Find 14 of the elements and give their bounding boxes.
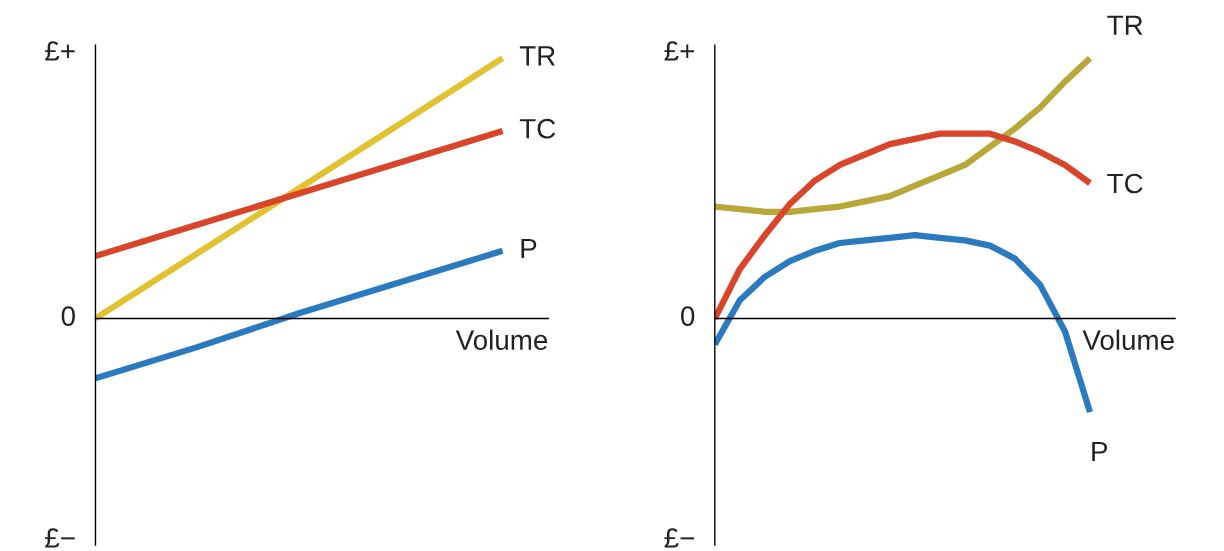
text: 0 [61,306,75,326]
series-label: TC [519,118,556,139]
series-label: P [1092,441,1108,462]
series-label: TR [1107,15,1143,35]
text: 0 [681,306,695,326]
x-axis-title: Volume [1082,329,1174,350]
text: £− [45,528,75,548]
series-label: TC [1107,173,1143,194]
x-axis-title: Volume [455,329,548,350]
text: £+ [664,41,694,61]
text: £+ [45,41,75,61]
series-label: TR [519,46,555,66]
text: £− [664,528,695,548]
series-label: P [521,238,537,258]
